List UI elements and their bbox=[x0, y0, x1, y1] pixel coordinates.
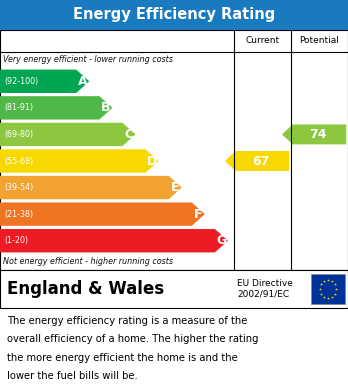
Text: D: D bbox=[147, 154, 158, 167]
Text: England & Wales: England & Wales bbox=[7, 280, 164, 298]
Text: 67: 67 bbox=[252, 154, 269, 167]
Text: (69-80): (69-80) bbox=[4, 130, 33, 139]
Polygon shape bbox=[0, 229, 228, 253]
Text: Current: Current bbox=[245, 36, 279, 45]
Text: (55-68): (55-68) bbox=[4, 156, 33, 165]
Text: G: G bbox=[217, 234, 227, 247]
Text: E: E bbox=[171, 181, 179, 194]
Text: (92-100): (92-100) bbox=[4, 77, 38, 86]
Text: F: F bbox=[193, 208, 202, 221]
Text: the more energy efficient the home is and the: the more energy efficient the home is an… bbox=[7, 353, 238, 363]
Text: (81-91): (81-91) bbox=[4, 103, 33, 112]
Polygon shape bbox=[0, 123, 135, 146]
Polygon shape bbox=[0, 96, 112, 120]
Bar bbox=[0, 0, 348, 30]
Polygon shape bbox=[0, 203, 205, 226]
Polygon shape bbox=[225, 151, 289, 171]
Polygon shape bbox=[0, 149, 159, 173]
Text: (21-38): (21-38) bbox=[4, 210, 33, 219]
Text: Potential: Potential bbox=[300, 36, 339, 45]
Text: (1-20): (1-20) bbox=[4, 236, 28, 245]
Polygon shape bbox=[282, 124, 346, 144]
Text: Very energy efficient - lower running costs: Very energy efficient - lower running co… bbox=[3, 56, 173, 65]
Bar bbox=[0, 270, 348, 308]
Text: 2002/91/EC: 2002/91/EC bbox=[237, 290, 290, 299]
Text: overall efficiency of a home. The higher the rating: overall efficiency of a home. The higher… bbox=[7, 334, 259, 344]
Text: lower the fuel bills will be.: lower the fuel bills will be. bbox=[7, 371, 138, 381]
Text: 74: 74 bbox=[309, 128, 326, 141]
Text: EU Directive: EU Directive bbox=[237, 279, 293, 288]
Text: Not energy efficient - higher running costs: Not energy efficient - higher running co… bbox=[3, 258, 174, 267]
Polygon shape bbox=[0, 176, 182, 199]
Bar bbox=[0, 30, 348, 270]
Text: C: C bbox=[124, 128, 133, 141]
Text: The energy efficiency rating is a measure of the: The energy efficiency rating is a measur… bbox=[7, 316, 247, 326]
Bar bbox=[311, 274, 345, 304]
Text: B: B bbox=[101, 101, 111, 114]
Text: A: A bbox=[78, 75, 88, 88]
Text: (39-54): (39-54) bbox=[4, 183, 33, 192]
Text: Energy Efficiency Rating: Energy Efficiency Rating bbox=[73, 7, 275, 23]
Polygon shape bbox=[0, 70, 89, 93]
